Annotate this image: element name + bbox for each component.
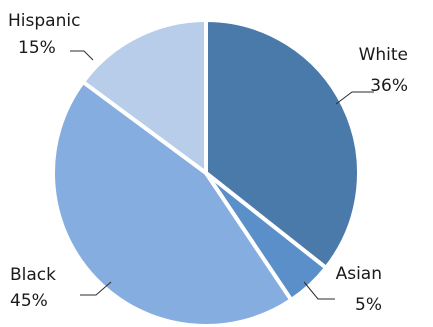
label-asian-name: Asian: [336, 264, 382, 284]
leader-lines: [70, 50, 374, 300]
leader-line-white: [335, 91, 374, 105]
pie-slice-hispanic: [81, 18, 208, 175]
label-black-value: 45%: [10, 291, 48, 311]
pie-slices: [51, 18, 361, 327]
pie-slice-white: [204, 18, 361, 270]
label-white-value: 36%: [370, 76, 408, 96]
leader-line-asian: [303, 281, 335, 300]
label-hispanic-value: 15%: [18, 38, 56, 58]
pie-slice-black: [51, 79, 294, 327]
label-white-name: White: [359, 45, 408, 65]
label-hispanic-name: Hispanic: [8, 11, 80, 31]
leader-line-black: [80, 281, 112, 296]
label-asian-value: 5%: [355, 295, 382, 315]
leader-line-hispanic: [70, 50, 94, 61]
label-black-name: Black: [10, 265, 56, 285]
slice-labels: White 36% Asian 5% Black 45% Hispanic 15…: [8, 11, 408, 315]
